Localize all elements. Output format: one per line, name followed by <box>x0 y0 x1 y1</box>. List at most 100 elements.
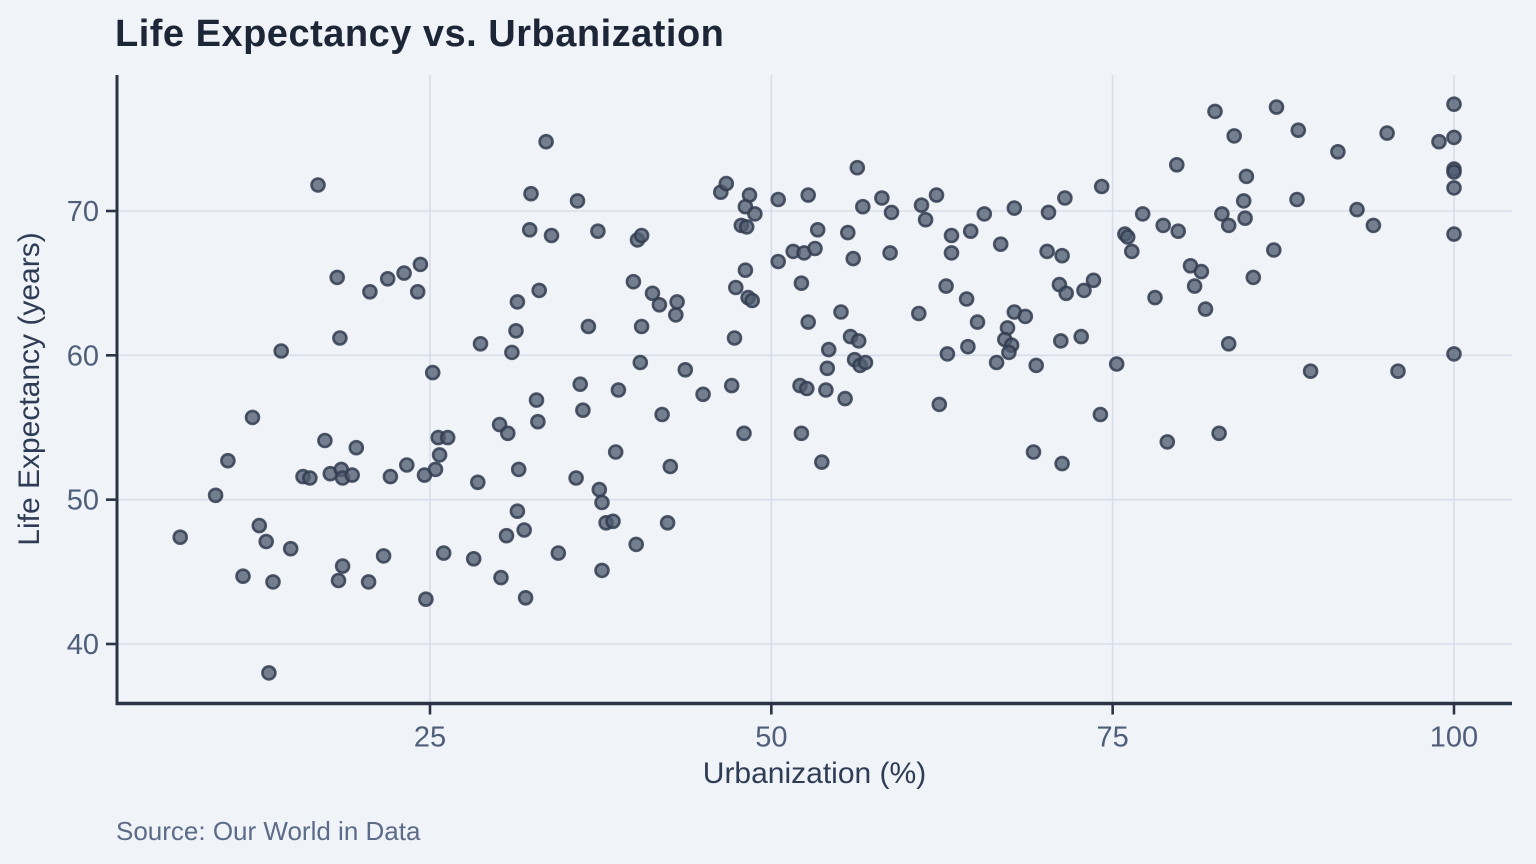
data-point <box>793 425 810 442</box>
data-point <box>1017 308 1034 325</box>
data-point <box>1119 229 1136 245</box>
y-axis-title: Life Expectancy (years) <box>13 232 46 546</box>
data-point <box>818 382 834 398</box>
data-point <box>235 568 251 585</box>
data-point <box>1214 206 1230 222</box>
data-point <box>1058 285 1074 302</box>
data-point <box>1170 223 1186 239</box>
data-point <box>1446 164 1462 180</box>
data-point <box>329 269 346 286</box>
data-point <box>910 305 927 322</box>
data-point <box>917 211 934 228</box>
data-point <box>820 341 837 358</box>
data-point <box>1289 191 1305 208</box>
data-point <box>530 413 546 430</box>
data-point <box>348 439 365 456</box>
data-point <box>943 245 960 261</box>
data-point <box>819 360 836 377</box>
data-point <box>528 392 545 408</box>
data-point <box>813 454 830 470</box>
data-point <box>845 250 862 267</box>
data-point <box>273 343 290 359</box>
data-point <box>580 318 597 335</box>
data-point <box>516 522 533 538</box>
data-point <box>723 377 740 394</box>
data-point <box>695 386 711 403</box>
data-point <box>375 548 392 564</box>
data-point <box>969 314 986 330</box>
data-point <box>550 545 567 561</box>
data-point <box>1085 272 1102 289</box>
data-point <box>360 574 377 590</box>
data-point <box>531 282 548 299</box>
data-point <box>317 432 333 449</box>
data-point <box>572 376 589 393</box>
data-point <box>251 517 268 534</box>
data-point <box>517 589 534 606</box>
data-point <box>807 240 823 257</box>
data-point <box>1390 363 1406 380</box>
data-point <box>344 467 361 483</box>
y-tick-label: 50 <box>67 485 99 517</box>
data-point <box>718 175 735 192</box>
x-tick-label: 50 <box>755 722 787 754</box>
data-point <box>607 444 624 460</box>
data-point <box>1238 168 1255 185</box>
data-point <box>798 380 815 397</box>
data-point <box>509 503 526 520</box>
data-point <box>1076 282 1092 299</box>
data-point <box>800 314 817 330</box>
data-point <box>379 270 396 287</box>
data-point <box>726 330 743 346</box>
data-point <box>172 529 188 546</box>
data-point <box>605 513 621 530</box>
data-point <box>667 307 684 323</box>
data-point <box>962 223 979 239</box>
data-point <box>509 294 526 310</box>
data-point <box>409 283 426 300</box>
chart-title: Life Expectancy vs. Urbanization <box>115 13 725 55</box>
data-point <box>594 494 610 511</box>
data-point <box>1446 129 1462 146</box>
data-point <box>1054 247 1070 264</box>
data-point <box>244 409 261 426</box>
data-point <box>744 292 761 309</box>
data-point <box>874 190 890 206</box>
x-tick-label: 75 <box>1097 722 1129 754</box>
data-point <box>882 245 898 261</box>
data-point <box>1431 133 1447 150</box>
data-point <box>427 461 444 478</box>
data-point <box>1330 144 1346 160</box>
data-point <box>1446 180 1462 196</box>
y-tick-label: 40 <box>67 629 99 661</box>
data-point <box>837 390 853 407</box>
data-point <box>1266 242 1282 258</box>
data-point <box>736 425 752 442</box>
data-point <box>538 133 554 150</box>
data-point <box>913 197 930 213</box>
data-point <box>435 545 452 561</box>
data-point <box>850 333 867 349</box>
data-point <box>1220 217 1237 234</box>
data-point <box>594 562 610 579</box>
data-point <box>854 198 871 215</box>
data-point <box>1302 363 1319 380</box>
data-point <box>662 458 679 475</box>
data-point <box>1039 243 1055 260</box>
data-point <box>1235 193 1252 209</box>
data-point <box>504 344 520 361</box>
data-point <box>938 278 954 294</box>
data-point <box>1349 201 1365 218</box>
data-point <box>498 527 515 544</box>
data-point <box>265 574 281 590</box>
y-tick-label: 60 <box>67 340 99 372</box>
data-point <box>220 452 236 469</box>
data-point <box>727 279 744 296</box>
data-point <box>770 253 787 270</box>
data-point <box>747 206 763 222</box>
data-point <box>465 550 482 567</box>
data-point <box>1207 103 1223 120</box>
data-point <box>632 354 649 371</box>
data-point <box>1245 269 1262 286</box>
data-point <box>1073 328 1089 345</box>
